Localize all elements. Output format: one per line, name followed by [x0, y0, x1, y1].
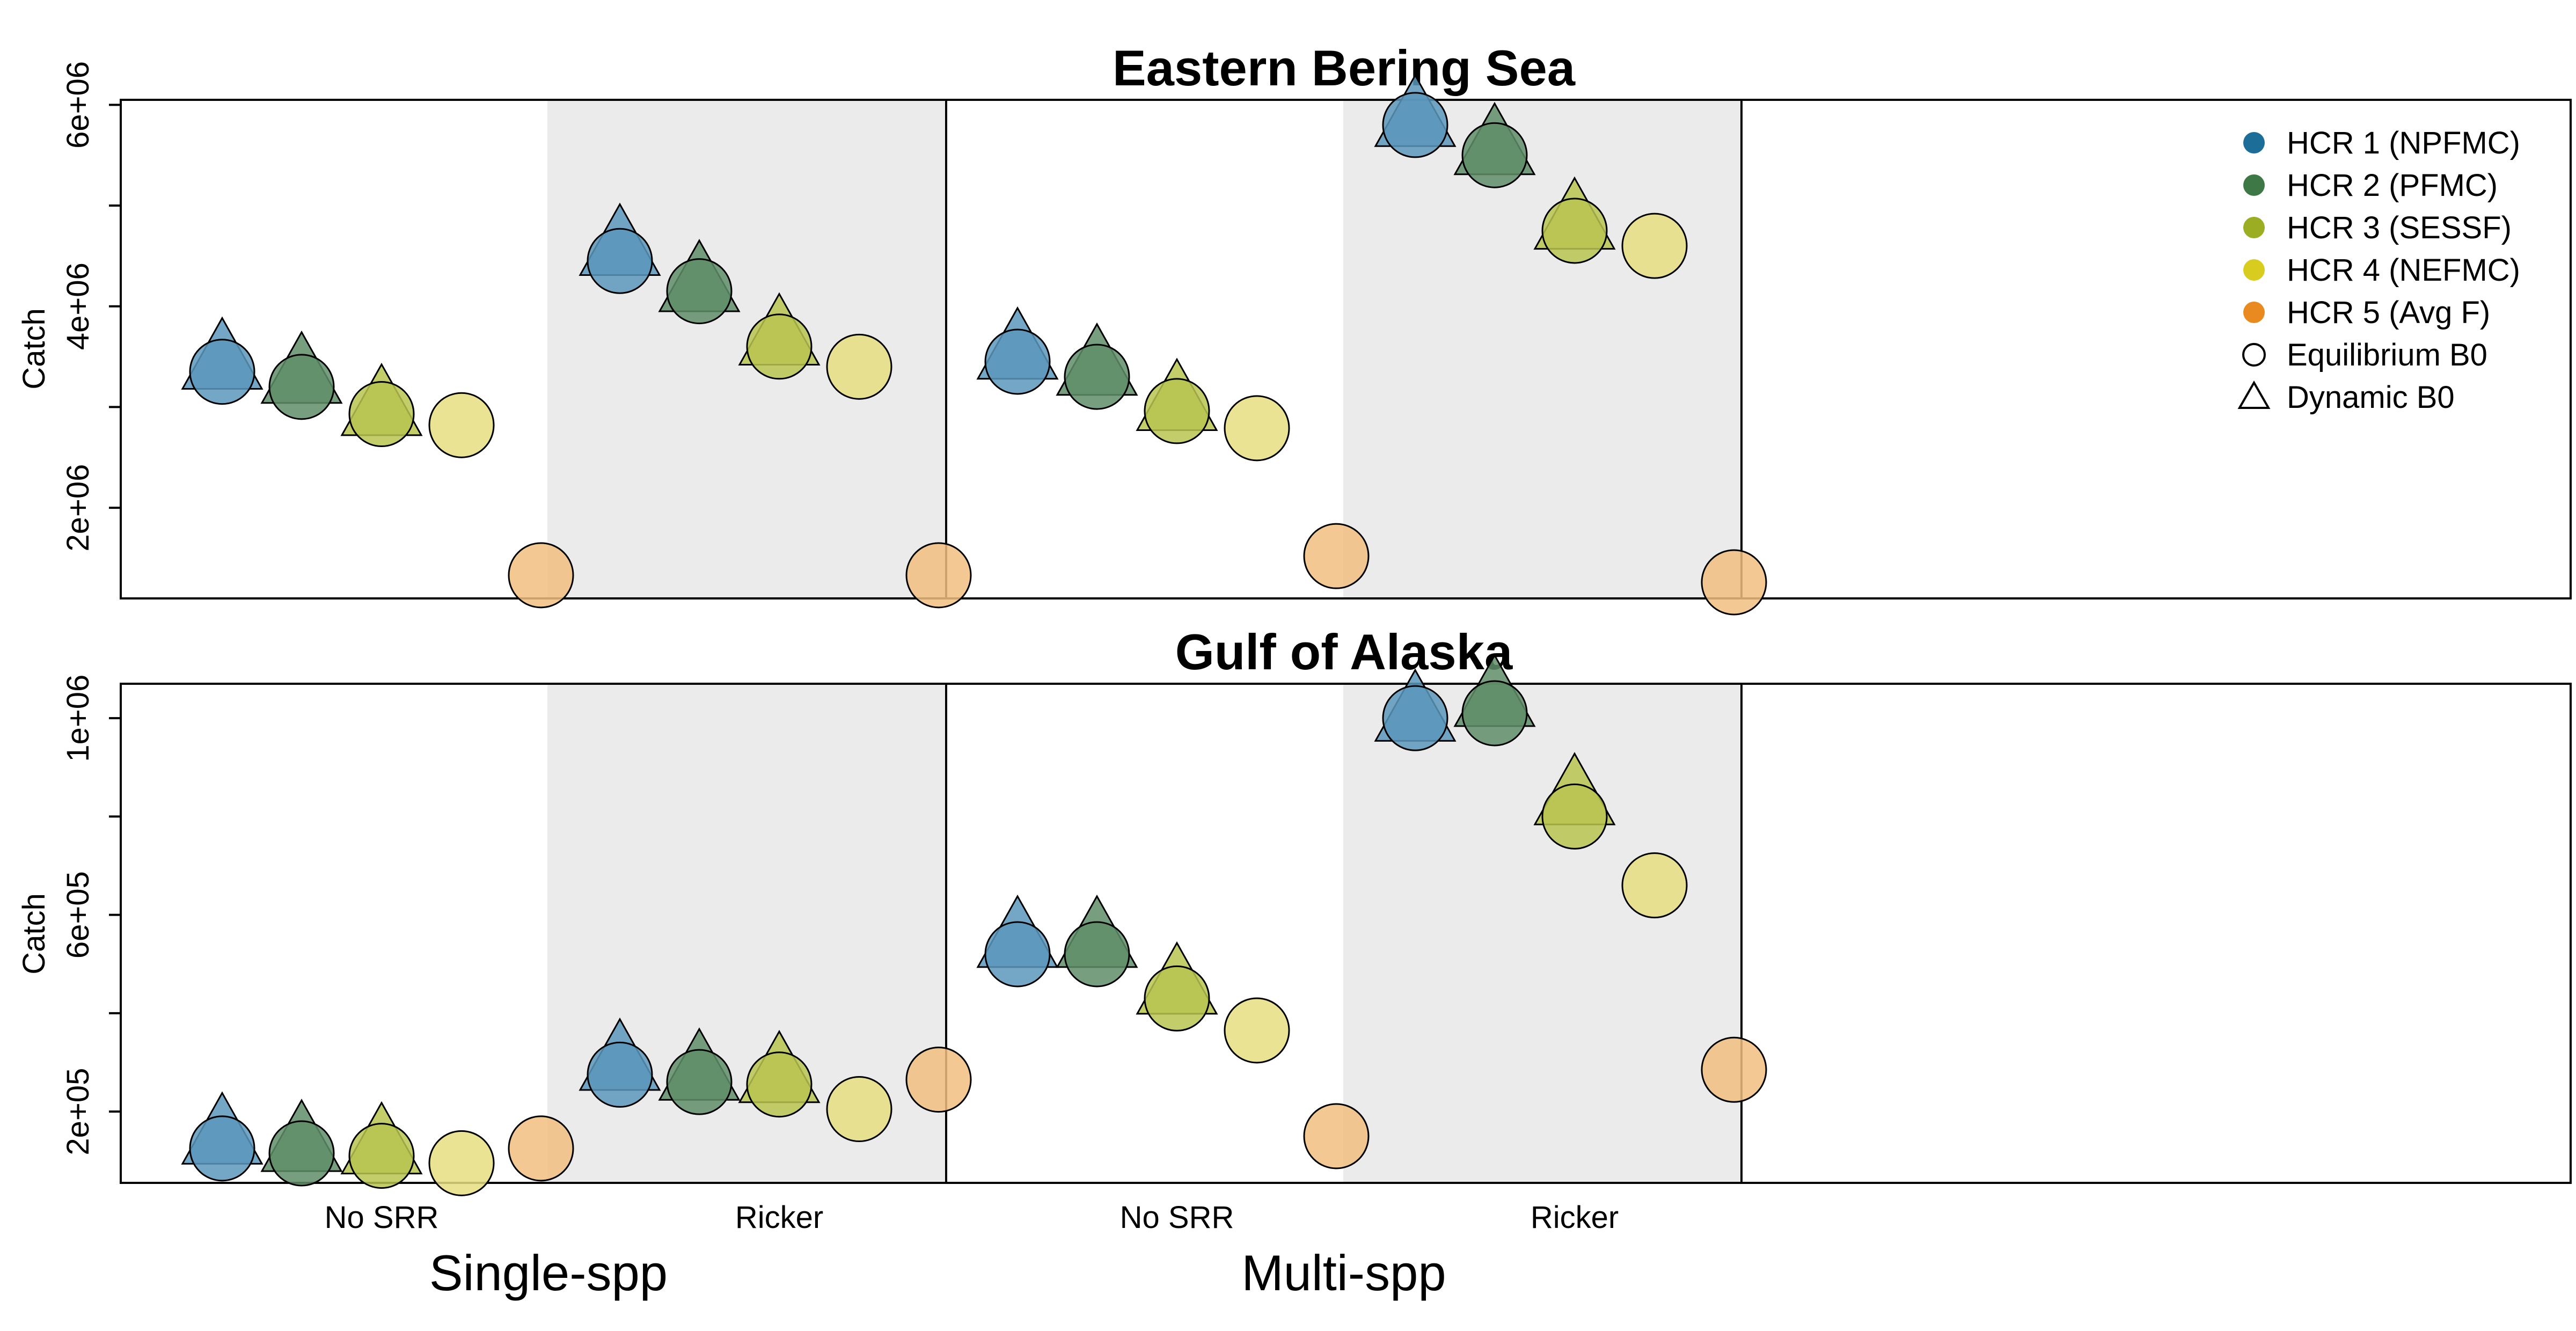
y-axis: 2e+05 6e+05 1e+06	[61, 675, 121, 1156]
legend-swatch-filled-circle	[2243, 259, 2265, 281]
point-equilibrium-b0	[1144, 965, 1210, 1032]
point-equilibrium-b0	[826, 333, 892, 400]
point-equilibrium-b0	[428, 1130, 495, 1196]
y-axis-label: Catch	[17, 308, 52, 390]
panel-title: Eastern Bering Sea	[1113, 40, 1576, 96]
point-equilibrium-b0	[1064, 343, 1130, 410]
point-equilibrium-b0	[1701, 1036, 1767, 1103]
point-equilibrium-b0	[508, 542, 574, 609]
legend: HCR 1 (NPFMC) HCR 2 (PFMC) HCR 3 (SESSF) HC…	[2237, 126, 2520, 415]
x-category-label: Ricker	[1531, 1200, 1619, 1235]
point-equilibrium-b0	[1621, 852, 1688, 919]
data-points	[181, 653, 1767, 1196]
panel-eastern-bering-sea: Eastern Bering Sea Catch 2e+06 4e+06 6e+06	[17, 40, 2572, 616]
point-equilibrium-b0	[984, 328, 1051, 395]
y-tick-label: 2e+05	[61, 1068, 96, 1156]
point-equilibrium-b0	[348, 1123, 415, 1189]
point-equilibrium-b0	[1144, 378, 1210, 444]
legend-swatch-filled-circle	[2243, 302, 2265, 323]
point-equilibrium-b0	[587, 1041, 653, 1108]
x-category-label: No SRR	[1120, 1200, 1234, 1235]
point-equilibrium-b0	[1701, 549, 1767, 616]
point-equilibrium-b0	[905, 1047, 972, 1113]
point-equilibrium-b0	[1382, 685, 1448, 751]
legend-label: HCR 1 (NPFMC)	[2287, 126, 2520, 160]
point-equilibrium-b0	[1224, 395, 1290, 462]
point-equilibrium-b0	[268, 1120, 335, 1187]
y-tick-label: 6e+06	[61, 61, 96, 149]
point-equilibrium-b0	[666, 1049, 733, 1115]
point-equilibrium-b0	[1224, 997, 1290, 1064]
panel-title: Gulf of Alaska	[1175, 624, 1513, 680]
point-equilibrium-b0	[1461, 122, 1528, 188]
point-equilibrium-b0	[1541, 783, 1608, 850]
legend-label: HCR 2 (PFMC)	[2287, 168, 2498, 203]
point-equilibrium-b0	[1461, 680, 1528, 747]
y-tick-label: 2e+06	[61, 464, 96, 552]
legend-swatch-open-triangle	[2237, 380, 2271, 409]
point-equilibrium-b0	[746, 1051, 813, 1118]
point-equilibrium-b0	[1382, 92, 1448, 158]
ricker-shading	[547, 100, 1741, 598]
plot-frame	[120, 99, 2572, 599]
point-equilibrium-b0	[666, 258, 733, 325]
y-axis-label: Catch	[17, 893, 52, 975]
ricker-shading	[547, 684, 1741, 1183]
panel-gulf-of-alaska: Gulf of Alaska Catch 2e+05 6e+05 1e+06	[17, 624, 2572, 1196]
group-label-multi-spp: Multi-spp	[1241, 1245, 1446, 1301]
legend-swatch-filled-circle	[2243, 132, 2265, 153]
legend-label: HCR 3 (SESSF)	[2287, 210, 2512, 245]
legend-swatch-filled-circle	[2243, 217, 2265, 238]
plot-border	[120, 683, 2572, 1184]
point-equilibrium-b0	[268, 354, 335, 420]
point-equilibrium-b0	[508, 1115, 574, 1182]
legend-label: Dynamic B0	[2287, 380, 2455, 415]
legend-label: HCR 5 (Avg F)	[2287, 295, 2490, 330]
point-equilibrium-b0	[1541, 198, 1608, 264]
ricker-shade-region	[1343, 100, 1741, 598]
point-equilibrium-b0	[1064, 921, 1130, 988]
x-category-label: No SRR	[325, 1200, 439, 1235]
point-equilibrium-b0	[189, 339, 255, 405]
legend-label: HCR 4 (NEFMC)	[2287, 253, 2520, 288]
y-axis: 2e+06 4e+06 6e+06	[61, 61, 121, 552]
point-equilibrium-b0	[984, 921, 1051, 988]
legend-swatch-open-circle	[2242, 343, 2266, 367]
point-equilibrium-b0	[905, 542, 972, 609]
group-label-single-spp: Single-spp	[429, 1245, 668, 1301]
y-tick-label: 4e+06	[61, 262, 96, 350]
plot-border	[120, 99, 2572, 599]
legend-label: Equilibrium B0	[2287, 338, 2487, 372]
point-equilibrium-b0	[189, 1115, 255, 1182]
x-category-label: Ricker	[735, 1200, 823, 1235]
data-points	[181, 74, 1767, 616]
y-tick-label: 1e+06	[61, 675, 96, 762]
point-equilibrium-b0	[746, 313, 813, 380]
point-equilibrium-b0	[428, 392, 495, 458]
point-equilibrium-b0	[1303, 1103, 1370, 1169]
y-tick-label: 6e+05	[61, 871, 96, 959]
legend-swatch-filled-circle	[2243, 174, 2265, 196]
point-equilibrium-b0	[1303, 523, 1370, 589]
point-equilibrium-b0	[587, 228, 653, 294]
point-equilibrium-b0	[1621, 213, 1688, 279]
ricker-shade-region	[1343, 684, 1741, 1183]
x-axis-category-labels: No SRR Ricker No SRR Ricker	[325, 1200, 1619, 1235]
point-equilibrium-b0	[348, 381, 415, 448]
point-equilibrium-b0	[826, 1076, 892, 1143]
